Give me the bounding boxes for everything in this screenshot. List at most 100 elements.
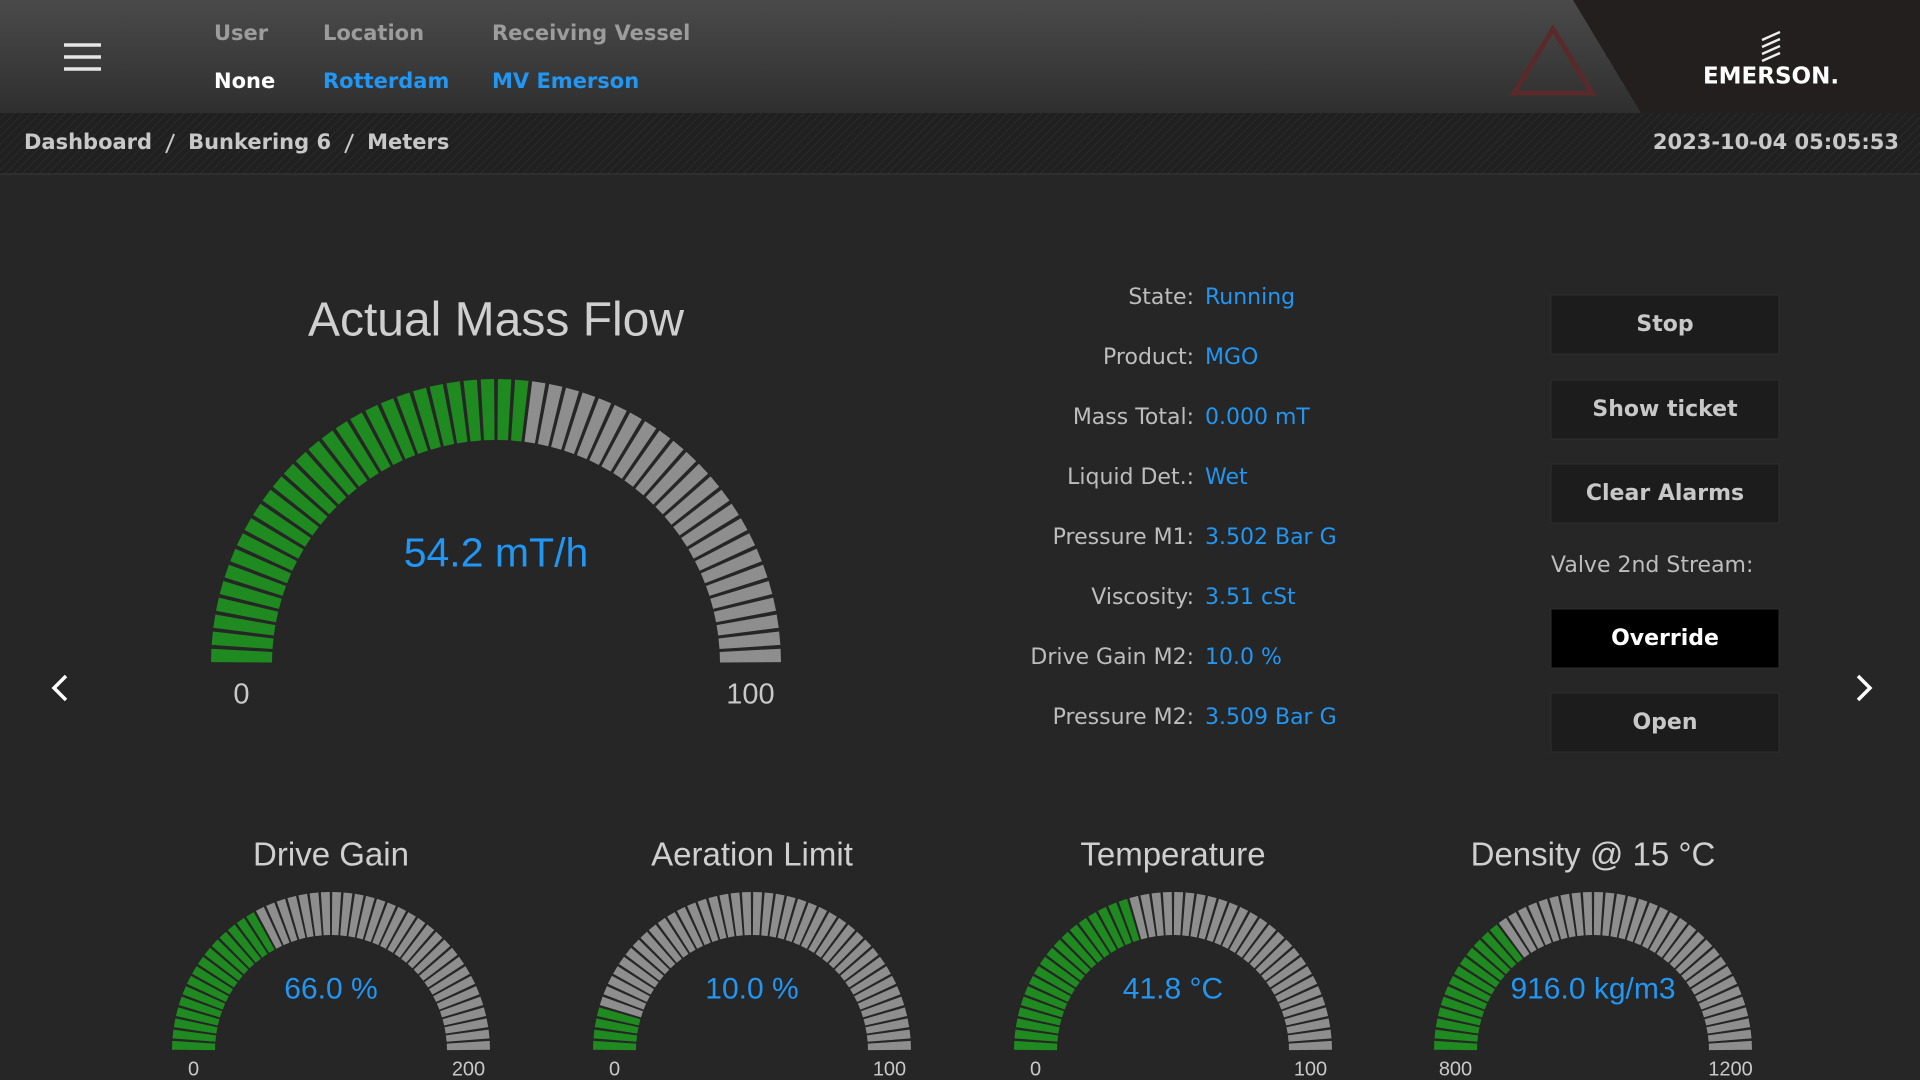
gauge-segment [537, 384, 563, 447]
gauge-segment [1686, 956, 1727, 988]
gauge-min: 0 [233, 679, 249, 711]
status-label: Viscosity: [1091, 585, 1194, 610]
gauge-segment [1434, 1029, 1479, 1042]
clear-alarms-button[interactable]: Clear Alarms [1550, 463, 1780, 524]
gauge-segment [1571, 892, 1584, 937]
alarm-indicator[interactable] [1509, 24, 1597, 96]
override-button[interactable]: Override [1550, 608, 1780, 669]
gauge-segment [1466, 947, 1505, 981]
gauge-segment [1538, 898, 1560, 942]
breadcrumb-bar [0, 113, 1920, 174]
button-label: Show ticket [1592, 397, 1738, 422]
logo-text: EMERSON. [1703, 64, 1839, 90]
gauge-segment [175, 1007, 220, 1026]
gauge-segment [551, 387, 579, 450]
separator [344, 133, 355, 154]
gauge-segment [365, 404, 403, 465]
gauge-segment [1549, 895, 1568, 940]
status-label: Drive Gain M2: [1030, 645, 1194, 670]
gauge-segment [1707, 1029, 1752, 1042]
gauge-segment [1024, 986, 1068, 1010]
gauge-segment [845, 956, 886, 988]
gauge-segment [213, 614, 276, 636]
gauge-fill [211, 379, 529, 663]
gauge-segment [1706, 1018, 1751, 1034]
gauge-segment [708, 895, 727, 940]
gauge-segment [1039, 956, 1080, 988]
gauge: Actual Mass Flow 54.2 mT/h 0 100 [211, 294, 781, 711]
gauge-segment [230, 548, 292, 584]
breadcrumb-item[interactable]: Bunkering 6 [188, 130, 331, 154]
gauge-segment [1473, 939, 1511, 975]
gauge-segment [442, 1007, 487, 1026]
gauge-segment [673, 489, 730, 536]
gauge-segment [752, 892, 763, 936]
gauge-segment [364, 898, 386, 942]
gauge-segment [1663, 924, 1697, 963]
gauge-segment [1129, 895, 1148, 940]
gauge-segment [1508, 912, 1537, 953]
gauge-segment [593, 1040, 637, 1051]
status-value: Running [1205, 285, 1295, 310]
status-value: 10.0 % [1205, 645, 1282, 670]
gauge-segment [244, 518, 304, 559]
open-button[interactable]: Open [1550, 692, 1780, 753]
prev-arrow[interactable] [51, 674, 68, 702]
gauge-title: Aeration Limit [651, 836, 853, 873]
gauge-title: Drive Gain [253, 836, 409, 873]
gauge-segment [236, 917, 268, 958]
gauge-segment [861, 996, 905, 1018]
gauge-segment [186, 975, 229, 1002]
breadcrumb-item[interactable]: Dashboard [24, 130, 152, 154]
gauge-segment [197, 956, 238, 988]
gauge-min: 0 [609, 1058, 620, 1080]
button-label: Override [1611, 626, 1719, 651]
gauge-segment [866, 1029, 911, 1042]
status-value: 0.000 mT [1205, 405, 1310, 430]
gauge-fill [1014, 898, 1140, 1051]
gauge-segment [808, 912, 837, 953]
gauge-segment [1198, 895, 1217, 940]
gauge-segment [657, 917, 689, 958]
gauge-segment [1028, 975, 1071, 1002]
gauge-segment [429, 966, 470, 995]
gauge-title: Density @ 15 °C [1471, 836, 1716, 873]
gauge-segment [618, 956, 659, 988]
gauge-segment [865, 1018, 910, 1034]
button-label: Stop [1636, 312, 1693, 337]
status-label: Pressure M1: [1053, 525, 1194, 550]
gauge-segment [419, 947, 458, 981]
gauge-segment [321, 430, 368, 487]
gauge-segment [204, 947, 243, 981]
gauge-segment [276, 898, 298, 942]
gauge-segment [667, 912, 696, 953]
gauge-segment [266, 902, 290, 946]
gauge-segment [1243, 924, 1277, 963]
gauge-segment [718, 631, 781, 649]
gauge-segment [1061, 931, 1097, 969]
menu-button[interactable] [64, 43, 101, 71]
stop-button[interactable]: Stop [1550, 294, 1780, 355]
gauge-segment [295, 451, 347, 505]
logo-icon [1761, 30, 1781, 63]
gauge-segment [1691, 966, 1732, 995]
gauge-segment [681, 503, 739, 547]
gauge-min: 800 [1439, 1058, 1472, 1080]
gauge-value: 66.0 % [284, 973, 377, 1006]
show-ticket-button[interactable]: Show ticket [1550, 379, 1780, 440]
gauge: Temperature 41.8 °C 0 100 [1014, 836, 1332, 1080]
gauge-segment [840, 947, 879, 981]
gauge-segment [1108, 902, 1132, 946]
gauge-segment [1255, 939, 1293, 975]
status-value: 3.51 cSt [1205, 585, 1296, 610]
vessel-label: Receiving Vessel [492, 21, 690, 45]
gauge-segment [594, 1018, 639, 1034]
gauge-segment [1437, 1007, 1482, 1026]
gauge-segment [1017, 1007, 1062, 1026]
gauge-segment [601, 412, 642, 472]
gauge-segment [1206, 898, 1228, 942]
gauge-segment [655, 463, 709, 515]
gauge-segment [1053, 939, 1091, 975]
logo-panel [1573, 0, 1920, 113]
next-arrow[interactable] [1856, 674, 1873, 702]
